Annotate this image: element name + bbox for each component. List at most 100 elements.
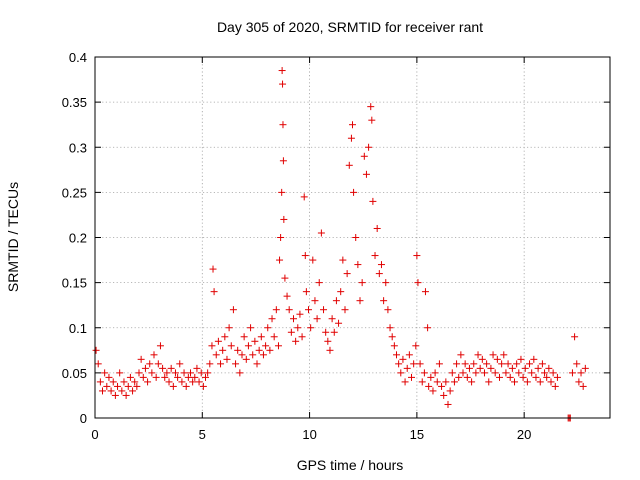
y-tick-label: 0.2 <box>69 231 87 246</box>
data-point <box>225 324 233 332</box>
data-point <box>272 306 280 314</box>
y-tick-label: 0.1 <box>69 321 87 336</box>
data-point <box>262 342 270 350</box>
data-point <box>307 324 315 332</box>
data-point <box>266 346 274 354</box>
data-point <box>369 197 377 205</box>
data-point <box>491 369 499 377</box>
data-point <box>413 252 421 260</box>
data-point <box>122 391 130 399</box>
data-point <box>538 360 546 368</box>
data-point <box>109 378 117 386</box>
data-point <box>111 391 119 399</box>
data-point <box>350 188 358 196</box>
data-point <box>365 143 373 151</box>
data-point <box>410 360 418 368</box>
data-point <box>335 319 343 327</box>
data-point <box>517 355 525 363</box>
data-point <box>463 373 471 381</box>
data-point <box>326 346 334 354</box>
data-point <box>322 328 330 336</box>
data-point <box>150 351 158 359</box>
data-point <box>579 382 587 390</box>
data-point <box>386 324 394 332</box>
data-point <box>429 387 437 395</box>
data-point <box>420 369 428 377</box>
data-point <box>536 378 544 386</box>
data-point <box>328 315 336 323</box>
data-point <box>169 382 177 390</box>
data-point <box>317 229 325 237</box>
x-tick-label: 0 <box>91 427 98 442</box>
data-point <box>199 382 207 390</box>
data-point <box>399 355 407 363</box>
data-point <box>208 342 216 350</box>
data-point <box>457 351 465 359</box>
x-tick-label: 20 <box>517 427 531 442</box>
data-point <box>427 373 435 381</box>
data-point <box>500 351 508 359</box>
data-point <box>421 288 429 296</box>
data-point <box>545 364 553 372</box>
data-point <box>523 378 531 386</box>
data-point <box>204 369 212 377</box>
data-point <box>135 369 143 377</box>
x-axis-label: GPS time / hours <box>297 457 404 473</box>
data-point <box>281 274 289 282</box>
data-point <box>532 373 540 381</box>
data-point <box>274 342 282 350</box>
data-point <box>191 373 199 381</box>
data-point <box>408 373 416 381</box>
data-point <box>332 297 340 305</box>
data-point <box>433 378 441 386</box>
data-point <box>424 324 432 332</box>
data-point <box>530 355 538 363</box>
data-point <box>382 279 390 287</box>
data-point <box>247 324 255 332</box>
data-point <box>377 261 385 269</box>
data-point <box>461 360 469 368</box>
data-point <box>302 288 310 296</box>
data-point <box>279 80 287 88</box>
data-point <box>388 333 396 341</box>
data-point <box>292 337 300 345</box>
data-point <box>493 355 501 363</box>
x-tick-label: 15 <box>410 427 424 442</box>
data-point <box>270 333 278 341</box>
data-point <box>257 333 265 341</box>
data-point <box>129 387 137 395</box>
data-point <box>141 364 149 372</box>
data-point <box>506 373 514 381</box>
data-point <box>114 382 122 390</box>
chart-title: Day 305 of 2020, SRMTID for receiver ran… <box>217 19 483 35</box>
data-point <box>249 351 257 359</box>
data-point <box>278 67 286 75</box>
data-point <box>549 369 557 377</box>
data-point <box>571 333 579 341</box>
data-point <box>343 270 351 278</box>
data-point <box>124 382 132 390</box>
data-point <box>223 355 231 363</box>
data-point <box>219 346 227 354</box>
data-point <box>581 364 589 372</box>
data-point <box>455 373 463 381</box>
data-point <box>526 360 534 368</box>
data-point <box>502 369 510 377</box>
data-point <box>551 382 559 390</box>
data-point <box>453 360 461 368</box>
data-point <box>442 378 450 386</box>
data-point <box>513 360 521 368</box>
y-tick-label: 0.05 <box>62 366 87 381</box>
data-point <box>244 342 252 350</box>
data-point <box>367 103 375 111</box>
data-point <box>167 364 175 372</box>
y-tick-label: 0.3 <box>69 140 87 155</box>
data-point <box>521 364 529 372</box>
data-point <box>438 382 446 390</box>
data-point <box>278 188 286 196</box>
data-point <box>508 364 516 372</box>
data-point <box>483 360 491 368</box>
data-point <box>209 265 217 273</box>
data-point <box>392 351 400 359</box>
